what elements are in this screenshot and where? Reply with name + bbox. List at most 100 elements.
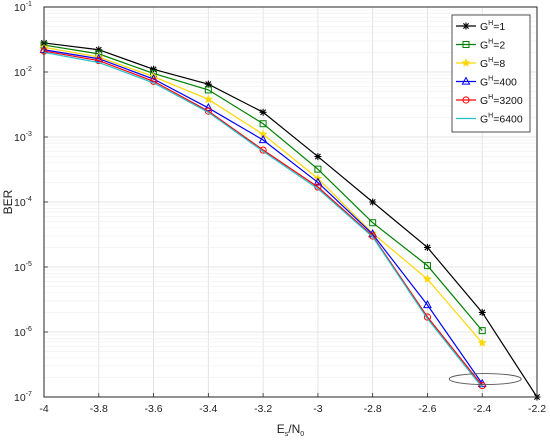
legend-item: GH=2: [456, 39, 505, 52]
annotation-ellipse: [448, 373, 522, 385]
legend-label-sup: H: [488, 39, 493, 46]
x-tick-label: -3.2: [254, 403, 272, 415]
annotation: [448, 373, 522, 385]
point-marker-circle: [259, 146, 267, 154]
y-tick-exponent: -2: [26, 66, 32, 73]
y-tick-exponent: -7: [26, 391, 32, 398]
point-marker-star: [203, 94, 213, 104]
point-marker-triangle: [423, 299, 432, 309]
y-tick-label: 10-5: [14, 261, 32, 274]
y-tick-base: 10: [14, 327, 26, 339]
y-tick-exponent: -1: [26, 1, 32, 8]
legend-label-rest: =6400: [493, 114, 523, 126]
x-tick-label: -3.6: [145, 403, 163, 415]
legend-label-base: G: [480, 40, 488, 52]
x-label-sub2: 0: [300, 431, 304, 438]
point-marker-asterisk: [478, 308, 486, 316]
legend-label-sup: H: [488, 20, 493, 27]
y-axis-label: BER: [1, 189, 15, 214]
legend-label-sup: H: [488, 113, 493, 120]
point-marker-circle: [462, 96, 470, 104]
legend-label: GH=400: [480, 76, 517, 89]
point-marker-circle: [95, 56, 103, 65]
point-marker-circle: [478, 381, 486, 390]
y-tick-base: 10: [14, 132, 26, 144]
point-marker-square: [478, 327, 486, 335]
series-lines: [39, 39, 541, 401]
legend-label: GH=1: [480, 20, 505, 33]
series-line: [43, 51, 483, 388]
x-tick-label: -2.8: [364, 403, 382, 415]
legend-label-rest: =400: [493, 77, 517, 89]
y-tick-label: 10-6: [14, 326, 32, 339]
y-tick-exponent: -3: [26, 131, 32, 138]
point-marker-square: [462, 41, 470, 48]
legend-item: GH=1: [456, 20, 505, 33]
legend-label-rest: =3200: [493, 95, 523, 107]
x-label-main: E: [277, 422, 285, 436]
legend-box: [451, 14, 531, 133]
legend-label: GH=3200: [480, 94, 523, 107]
grid-lines: [43, 7, 538, 398]
legend-item: GH=3200: [456, 94, 523, 107]
point-marker-square: [259, 120, 267, 128]
y-tick-label: 10-3: [14, 131, 32, 144]
legend-label-base: G: [480, 77, 488, 89]
point-marker-circle: [369, 232, 377, 240]
point-marker-asterisk: [204, 80, 212, 88]
point-marker-triangle: [461, 76, 471, 85]
x-axis-ticks: -4 -3.8 -3.6 -3.4 -3.2 -3 -2.8 -2.6 -2.4 -2.2: [39, 393, 546, 415]
legend-item: GH=8: [456, 57, 505, 70]
y-tick-base: 10: [14, 262, 26, 274]
y-tick-label: 10-2: [14, 66, 32, 79]
point-marker-asterisk: [95, 46, 103, 54]
plot-frame: [43, 6, 538, 398]
x-label-sub1: s: [285, 431, 289, 438]
legend-label: GH=6400: [480, 113, 523, 126]
y-tick-base: 10: [14, 2, 26, 14]
series-line: [43, 49, 483, 385]
series-line: [43, 44, 483, 332]
point-marker-triangle: [258, 134, 268, 144]
point-marker-square: [314, 165, 322, 173]
series-line: [43, 50, 483, 386]
y-axis-ticks: 10-110-210-310-410-510-610-7: [14, 1, 48, 404]
series-g2: [40, 41, 486, 335]
legend-label-sup: H: [488, 94, 493, 101]
y-tick-base: 10: [14, 392, 26, 404]
legend-label-base: G: [480, 95, 488, 107]
legend-label-rest: =1: [493, 21, 505, 33]
x-tick-label: -3.4: [199, 403, 217, 415]
point-marker-circle: [423, 313, 432, 321]
legend-label-base: G: [480, 114, 488, 126]
point-marker-square: [369, 219, 377, 227]
legend-label: GH=2: [480, 39, 505, 52]
point-marker-star: [461, 58, 471, 67]
y-tick-exponent: -6: [26, 326, 32, 333]
point-marker-triangle: [313, 177, 323, 186]
y-tick-base: 10: [14, 197, 26, 209]
series-g3200: [40, 47, 486, 390]
point-marker-star: [422, 274, 433, 284]
point-marker-star: [477, 337, 487, 347]
y-tick-label: 10-4: [14, 196, 32, 209]
y-tick-base: 10: [14, 67, 26, 79]
legend-item: GH=400: [456, 76, 517, 89]
x-tick-label: -3: [313, 403, 322, 415]
point-marker-square: [423, 262, 431, 270]
x-label-mid: /N: [288, 422, 300, 436]
x-tick-label: -2.6: [418, 403, 436, 415]
y-tick-label: 10-7: [14, 391, 32, 404]
y-tick-exponent: -4: [26, 196, 32, 203]
point-marker-asterisk: [259, 108, 267, 116]
x-tick-label: -3.8: [90, 403, 108, 415]
legend-label-base: G: [480, 58, 488, 70]
legend-item: GH=6400: [456, 113, 523, 126]
legend-label-sup: H: [488, 76, 493, 83]
x-tick-label: -2.2: [528, 403, 546, 415]
series-g6400: [43, 51, 483, 388]
y-tick-exponent: -5: [26, 261, 32, 268]
legend-label-rest: =2: [493, 40, 505, 52]
